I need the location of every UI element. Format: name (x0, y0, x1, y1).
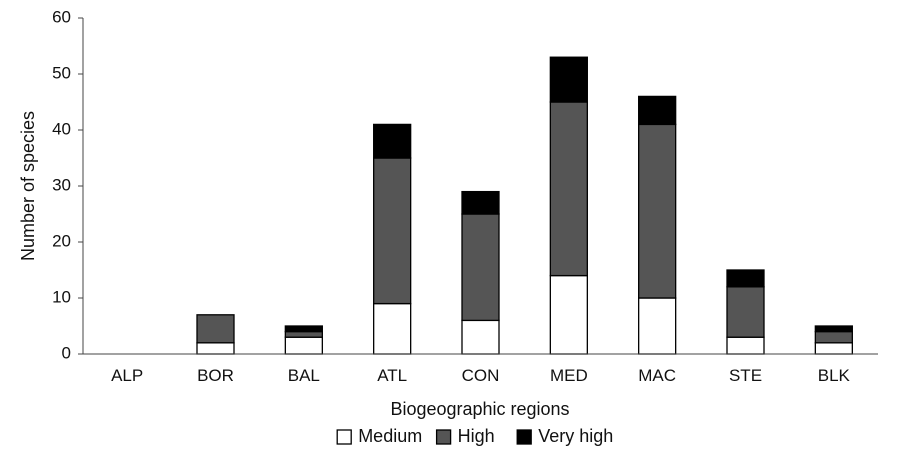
bar-segment-medium-con (461, 319, 500, 355)
y-tick-label: 60 (52, 7, 71, 26)
legend-item-medium: Medium (336, 426, 422, 446)
y-tick-label: 40 (52, 119, 71, 138)
x-tick-label: BAL (288, 366, 320, 385)
y-axis-ticks: 0 10 20 30 40 50 60 (52, 7, 83, 362)
bar-segment-medium-atl (373, 302, 412, 355)
bar-segment-high-med (549, 101, 588, 277)
x-tick-label: ATL (377, 366, 407, 385)
bar-segment-very-high-bal (284, 325, 323, 333)
bar-segment-high-blk (814, 330, 853, 344)
legend-swatch (516, 429, 532, 445)
x-tick-label: STE (729, 366, 762, 385)
x-tick-label: MAC (638, 366, 676, 385)
legend-item-very-high: Very high (516, 426, 613, 446)
bar-segment-high-mac (638, 123, 677, 299)
legend-label: Medium (358, 426, 422, 446)
bar-segment-very-high-blk (814, 325, 853, 333)
bar-segment-medium-mac (638, 297, 677, 355)
legend-item-high: High (435, 426, 495, 446)
bar-stacks (196, 56, 853, 355)
x-tick-label: MED (550, 366, 588, 385)
bar-segment-high-bal (284, 330, 323, 338)
bar-segment-high-atl (373, 157, 412, 305)
y-tick-label: 50 (52, 63, 71, 82)
y-tick-label: 10 (52, 287, 71, 306)
bar-segment-medium-bal (284, 336, 323, 355)
x-tick-label: CON (462, 366, 500, 385)
bar-segment-very-high-ste (726, 269, 765, 288)
chart-legend: Medium High Very high (336, 426, 613, 446)
bar-segment-high-bor (196, 314, 235, 344)
bar-segment-medium-blk (814, 342, 853, 355)
legend-label: Very high (538, 426, 613, 446)
y-axis-title: Number of species (18, 111, 38, 261)
x-tick-label: ALP (111, 366, 143, 385)
bar-segment-medium-med (549, 274, 588, 355)
y-tick-label: 0 (62, 343, 71, 362)
bar-segment-very-high-mac (638, 95, 677, 126)
bar-segment-very-high-con (461, 190, 500, 215)
legend-swatch (435, 429, 452, 445)
x-axis-labels: ALP BOR BAL ATL CON MED MAC STE BLK (111, 366, 850, 385)
x-axis-title: Biogeographic regions (390, 399, 569, 419)
bar-segment-high-con (461, 213, 500, 322)
bar-segment-medium-bor (196, 342, 235, 355)
x-tick-label: BOR (197, 366, 234, 385)
x-tick-label: BLK (818, 366, 851, 385)
bar-segment-very-high-atl (373, 123, 412, 159)
legend-swatch (336, 429, 352, 445)
bar-segment-high-ste (726, 286, 765, 338)
legend-label: High (458, 426, 495, 446)
y-tick-label: 20 (52, 231, 71, 250)
bar-segment-very-high-med (549, 56, 588, 103)
bar-segment-medium-ste (726, 336, 765, 355)
y-tick-label: 30 (52, 175, 71, 194)
